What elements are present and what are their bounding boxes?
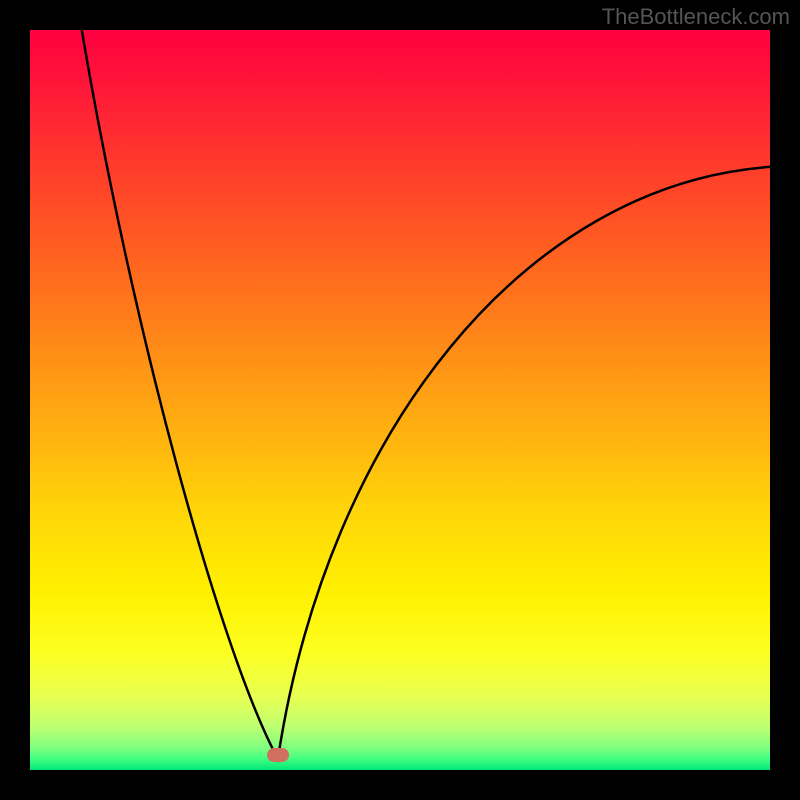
optimal-point-marker — [267, 748, 289, 762]
watermark-text: TheBottleneck.com — [602, 4, 790, 30]
plot-area — [30, 30, 770, 770]
bottleneck-curve — [30, 30, 770, 770]
